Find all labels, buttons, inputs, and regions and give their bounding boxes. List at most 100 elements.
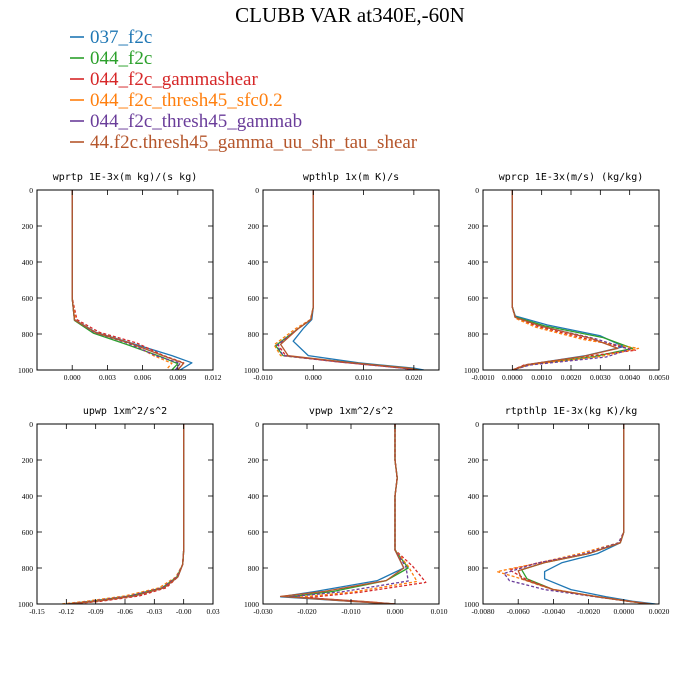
chart-panel: wpthlp 1x(m K)/s -0.010 0.000 0.010 0.020 0 20…: [244, 172, 440, 382]
series-line: [279, 190, 420, 370]
y-tick-label: 0: [255, 186, 259, 195]
legend-label: 037_f2c: [90, 27, 152, 48]
panel-title: rtpthlp 1E-3x(kg K)/kg: [505, 406, 637, 417]
y-tick-label: 400: [248, 258, 260, 267]
y-tick-label: 600: [22, 294, 34, 303]
y-tick-label: 1000: [464, 600, 479, 609]
y-tick-label: 800: [248, 330, 260, 339]
y-tick-label: 800: [468, 330, 480, 339]
x-tick-label: 0.010: [431, 607, 448, 616]
legend-label: 044_f2c_thresh45_gammab: [90, 111, 302, 132]
plot-frame: [36, 189, 214, 371]
y-tick-label: 0: [475, 186, 479, 195]
series-line: [71, 190, 181, 370]
y-tick-label: 1000: [18, 366, 33, 375]
legend-label: 044_f2c_gammashear: [90, 69, 258, 90]
y-tick-label: 400: [22, 492, 34, 501]
series-group: [279, 424, 427, 604]
series-group: [496, 424, 656, 604]
series-line: [277, 190, 415, 370]
series-line: [71, 190, 193, 370]
panel-title: wprcp 1E-3x(m/s) (kg/kg): [499, 172, 644, 183]
series-line: [543, 424, 656, 604]
y-tick-label: 800: [22, 330, 34, 339]
legend-item: 044_f2c_gammashear: [70, 69, 258, 90]
x-tick-label: -0.12: [59, 607, 75, 616]
chart-panel: rtpthlp 1E-3x(kg K)/kg -0.0080 -0.0060 -0.0…: [464, 406, 670, 616]
x-tick-label: 0.000: [64, 373, 81, 382]
x-tick-label: 0.0050: [649, 373, 670, 382]
panel-title: upwp 1xm^2/s^2: [83, 406, 167, 417]
series-line: [66, 424, 185, 604]
series-line: [288, 424, 409, 604]
y-tick-label: 800: [468, 564, 480, 573]
y-tick-label: 400: [248, 492, 260, 501]
series-line: [511, 190, 631, 370]
chart-panel: vpwp 1xm^2/s^2 -0.030 -0.020 -0.010 0.000 0.0…: [244, 406, 448, 616]
legend-label: 044_f2c: [90, 48, 152, 69]
legend-label: 044_f2c_thresh45_sfc0.2: [90, 90, 283, 111]
x-tick-label: -0.0020: [577, 607, 600, 616]
x-tick-label: 0.0000: [502, 373, 523, 382]
x-tick-label: 0.012: [205, 373, 222, 382]
x-tick-label: 0.0010: [531, 373, 552, 382]
x-tick-label: -0.0040: [542, 607, 565, 616]
panel-title: wprtp 1E-3x(m kg)/(s kg): [53, 172, 198, 183]
legend-item: 037_f2c: [70, 27, 152, 48]
x-tick-label: -0.0060: [507, 607, 530, 616]
legend-item: 044_f2c_thresh45_sfc0.2: [70, 90, 283, 111]
x-tick-label: -0.03: [147, 607, 163, 616]
y-tick-label: 600: [468, 528, 480, 537]
series-line: [66, 424, 185, 604]
x-tick-label: 0.000: [387, 607, 404, 616]
panels: wprtp 1E-3x(m kg)/(s kg) 0.000 0.003 0.006 0…: [18, 172, 670, 616]
series-line: [274, 190, 420, 370]
series-line: [68, 424, 185, 604]
x-tick-label: -0.06: [117, 607, 133, 616]
x-tick-label: 0.006: [134, 373, 151, 382]
y-tick-label: 800: [22, 564, 34, 573]
series-line: [279, 424, 405, 604]
series-group: [71, 190, 193, 370]
x-tick-label: -0.010: [341, 607, 361, 616]
series-line: [496, 424, 651, 604]
series-line: [71, 190, 185, 370]
series-group: [511, 190, 640, 370]
y-tick-label: 400: [468, 492, 480, 501]
plot-frame: [482, 423, 660, 605]
y-tick-label: 1000: [244, 600, 259, 609]
chart-panel: wprcp 1E-3x(m/s) (kg/kg) -0.0010 0.0000 0.0…: [464, 172, 670, 382]
y-tick-label: 200: [468, 456, 480, 465]
series-group: [273, 190, 425, 370]
y-tick-label: 200: [248, 456, 260, 465]
x-tick-label: -0.0010: [471, 373, 494, 382]
x-tick-label: -0.15: [29, 607, 45, 616]
plot-frame: [262, 423, 440, 605]
y-tick-label: 1000: [464, 366, 479, 375]
series-line: [71, 424, 185, 604]
x-tick-label: 0.0000: [613, 607, 634, 616]
x-tick-label: 0.003: [99, 373, 116, 382]
y-tick-label: 800: [248, 564, 260, 573]
x-tick-label: 0.000: [305, 373, 322, 382]
x-tick-label: -0.00: [176, 607, 192, 616]
y-tick-label: 600: [248, 294, 260, 303]
y-tick-label: 200: [248, 222, 260, 231]
x-tick-label: 0.010: [355, 373, 372, 382]
panel-title: wpthlp 1x(m K)/s: [303, 172, 399, 183]
chart-panel: wprtp 1E-3x(m kg)/(s kg) 0.000 0.003 0.006 0…: [18, 172, 222, 382]
y-tick-label: 400: [22, 258, 34, 267]
series-line: [511, 190, 625, 370]
plot-frame: [482, 189, 660, 371]
plot-frame: [262, 189, 440, 371]
series-line: [297, 424, 418, 604]
y-tick-label: 0: [29, 420, 33, 429]
y-tick-label: 600: [468, 294, 480, 303]
x-tick-label: 0.0020: [649, 607, 670, 616]
series-line: [508, 424, 651, 604]
y-tick-label: 1000: [244, 366, 259, 375]
chart-panel: upwp 1xm^2/s^2 -0.15 -0.12 -0.09 -0.06 -0.03 -…: [18, 406, 220, 616]
series-line: [279, 424, 405, 604]
series-line: [276, 190, 415, 370]
